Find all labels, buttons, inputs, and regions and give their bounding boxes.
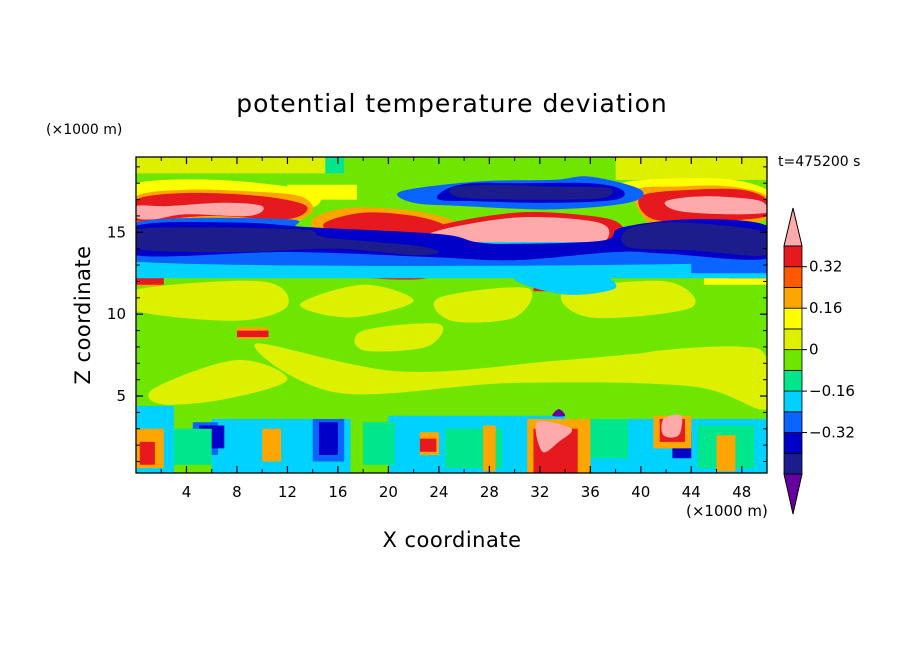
x-tick-label: 44 bbox=[682, 483, 701, 501]
contour-region bbox=[661, 414, 683, 438]
contour-region bbox=[237, 330, 269, 338]
colorbar-swatch bbox=[783, 411, 803, 433]
contour-region bbox=[691, 258, 767, 274]
contour-region bbox=[621, 222, 767, 256]
colorbar: 0.32 0.16 0 −0.16 −0.32 bbox=[783, 207, 855, 515]
time-label: t=475200 s bbox=[778, 154, 860, 170]
contour-region bbox=[716, 435, 736, 472]
contour-region bbox=[136, 280, 289, 321]
x-axis-ticks: 4 8 12 16 20 24 28 32 36 40 44 48 bbox=[160, 157, 751, 501]
colorbar-tick-label: 0.16 bbox=[809, 299, 842, 317]
x-tick-label: 36 bbox=[581, 483, 600, 501]
colorbar-swatch bbox=[783, 266, 803, 288]
colorbar-swatch bbox=[783, 452, 803, 475]
contour-region bbox=[633, 346, 754, 373]
x-tick-label: 20 bbox=[379, 483, 398, 501]
x-tick-label: 32 bbox=[530, 483, 549, 501]
contour-region bbox=[363, 422, 395, 465]
x-tick-label: 24 bbox=[429, 483, 448, 501]
y-axis-label: Z coordinate bbox=[71, 245, 95, 384]
chart-title: potential temperature deviation bbox=[236, 89, 667, 118]
contour-region bbox=[552, 409, 566, 417]
x-tick-label: 12 bbox=[278, 483, 297, 501]
colorbar-max-arrow bbox=[783, 207, 803, 247]
contour-region bbox=[433, 287, 533, 323]
colorbar-tick-label: 0 bbox=[809, 341, 819, 359]
contour-region bbox=[136, 227, 439, 256]
colorbar-tick-label: −0.16 bbox=[809, 382, 855, 400]
contour-region bbox=[148, 359, 288, 405]
y-axis-ticks: 5 10 15 bbox=[107, 166, 767, 463]
y-tick-label: 5 bbox=[116, 387, 126, 405]
contour-region bbox=[325, 157, 345, 174]
x-tick-label: 28 bbox=[480, 483, 499, 501]
colorbar-swatch bbox=[783, 287, 803, 309]
x-tick-label: 16 bbox=[328, 483, 347, 501]
contour-region bbox=[319, 422, 338, 455]
colorbar-swatch bbox=[783, 328, 803, 351]
contour-region bbox=[535, 421, 573, 453]
x-tick-label: 4 bbox=[182, 483, 192, 501]
colorbar-swatch bbox=[783, 245, 803, 268]
colorbar-min-arrow bbox=[783, 473, 803, 515]
contour-field bbox=[136, 157, 767, 473]
contour-region bbox=[615, 157, 767, 180]
contour-region bbox=[354, 323, 444, 352]
plot-frame bbox=[135, 156, 768, 474]
colorbar-swatch bbox=[783, 349, 803, 371]
y-unit-label: (×1000 m) bbox=[46, 122, 122, 138]
colorbar-tick-label: 0.32 bbox=[809, 258, 842, 276]
contour-region bbox=[449, 184, 614, 200]
colorbar-swatch bbox=[783, 390, 803, 413]
x-tick-label: 48 bbox=[732, 483, 751, 501]
contour-region bbox=[514, 271, 617, 295]
colorbar-swatch bbox=[783, 432, 803, 454]
contour-region bbox=[173, 428, 212, 465]
x-tick-label: 8 bbox=[232, 483, 242, 501]
x-tick-label: 40 bbox=[631, 483, 650, 501]
contour-region bbox=[664, 196, 767, 215]
contour-region bbox=[287, 184, 357, 200]
x-axis-label: X coordinate bbox=[382, 528, 521, 552]
contour-region bbox=[483, 425, 496, 472]
contour-region bbox=[136, 202, 264, 220]
contour-region bbox=[323, 212, 446, 233]
y-tick-label: 15 bbox=[107, 223, 126, 241]
contour-region bbox=[590, 419, 629, 459]
y-tick-label: 10 bbox=[107, 305, 126, 323]
x-unit-label: (×1000 m) bbox=[686, 502, 768, 520]
contour-region bbox=[136, 157, 345, 174]
contour-region bbox=[262, 428, 282, 462]
contour-region bbox=[139, 441, 155, 465]
colorbar-tick-label: −0.32 bbox=[809, 424, 855, 442]
colorbar-swatch bbox=[783, 369, 803, 392]
contour-region bbox=[300, 284, 414, 318]
contour-region bbox=[419, 438, 437, 452]
colorbar-swatch bbox=[783, 307, 803, 330]
